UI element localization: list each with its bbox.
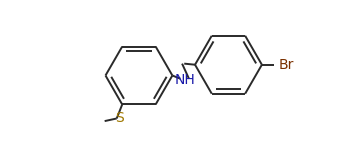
Text: S: S	[115, 111, 124, 125]
Text: Br: Br	[279, 58, 294, 72]
Text: NH: NH	[174, 73, 195, 87]
